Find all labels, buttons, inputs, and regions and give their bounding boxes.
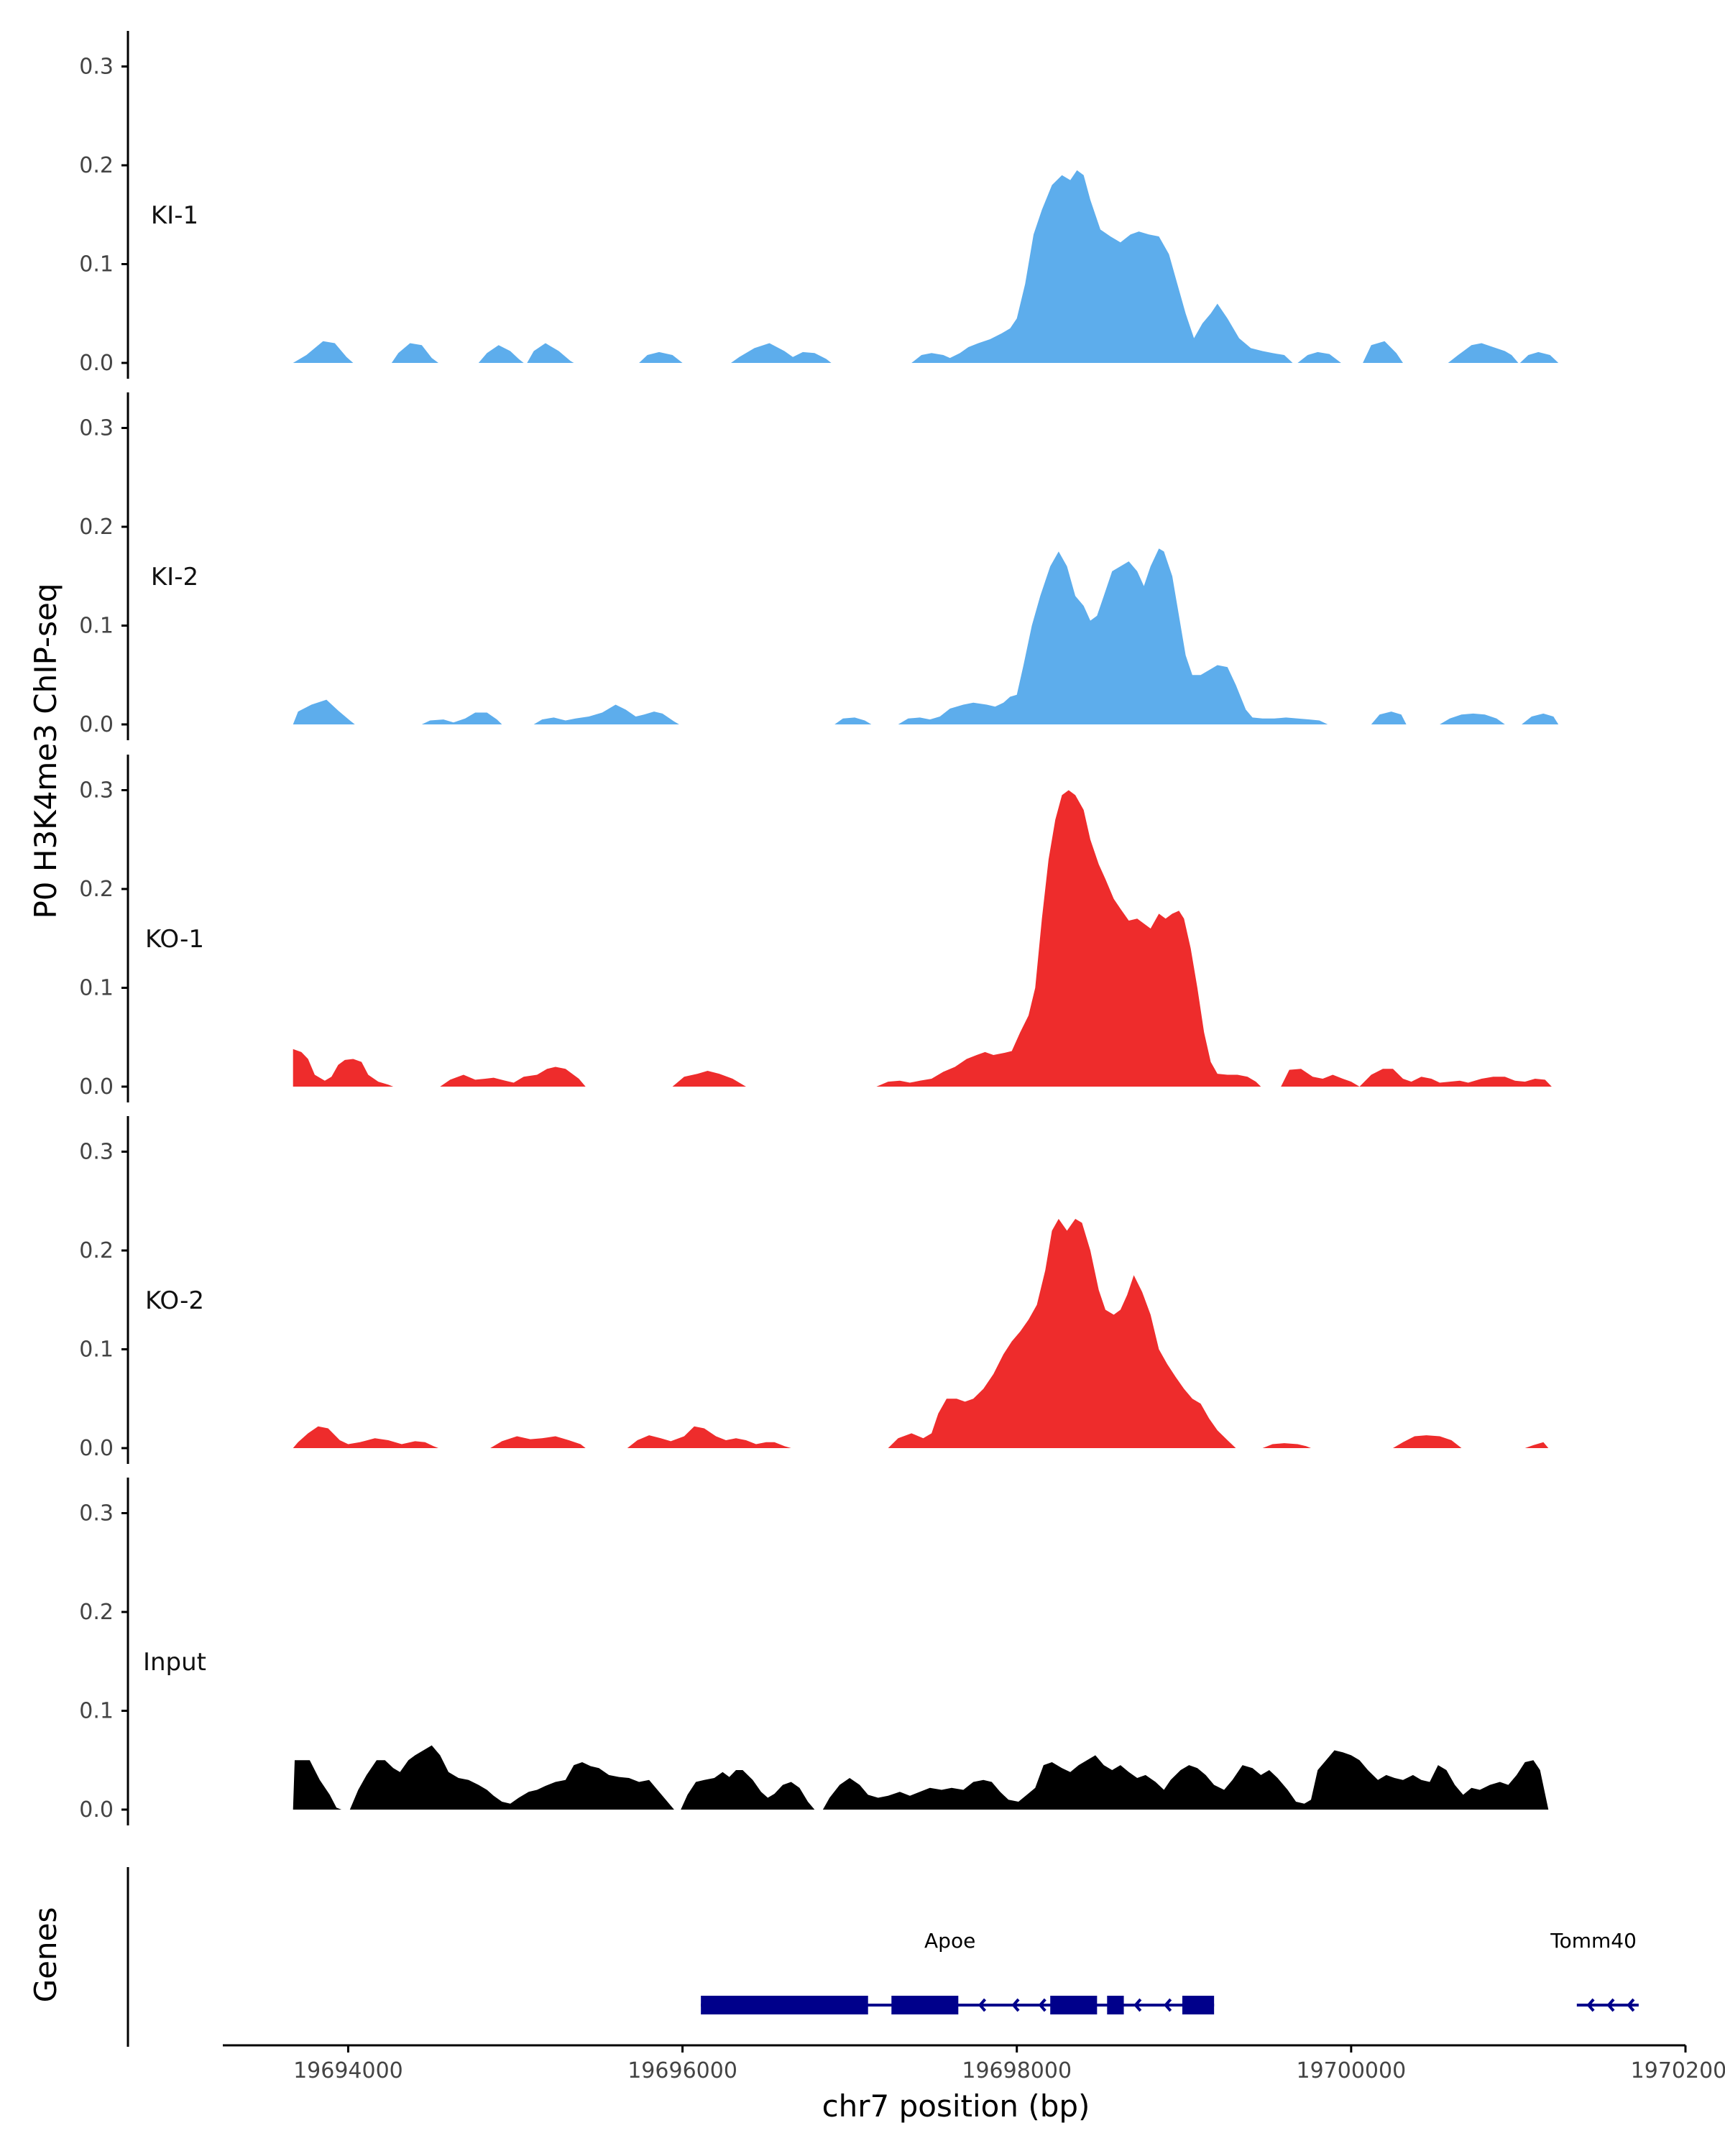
x-tick-label: 19698000 bbox=[962, 2058, 1072, 2083]
y-tick-label: 0.1 bbox=[79, 614, 114, 639]
gene-apoe: Apoe bbox=[701, 1929, 1215, 2014]
y-tick-label: 0.0 bbox=[79, 1436, 114, 1461]
y-tick-label: 0.1 bbox=[79, 1337, 114, 1363]
y-tick-label: 0.1 bbox=[79, 1699, 114, 1724]
x-tick-label: 19700000 bbox=[1297, 2058, 1407, 2083]
y-tick-label: 0.2 bbox=[79, 877, 114, 902]
track-ki-1: 0.0 0.1 0.2 0.3 KI-1 bbox=[79, 31, 1559, 379]
track-label: KO-1 bbox=[145, 925, 204, 954]
track-label: KO-2 bbox=[145, 1286, 204, 1315]
y-tick-label: 0.3 bbox=[79, 416, 114, 441]
track-panels: 0.00.10.20.3KI-10.00.10.20.3KI-20.00.10.… bbox=[79, 31, 1559, 1825]
y-tick-label: 0.2 bbox=[79, 1600, 114, 1625]
gene-exon bbox=[1050, 1996, 1098, 2014]
y-tick-label: 0.3 bbox=[79, 55, 114, 80]
gene-exon bbox=[1107, 1996, 1124, 2014]
track-input: 0.0 0.1 0.2 0.3 Input bbox=[79, 1478, 1549, 1825]
strand-arrow bbox=[978, 1998, 987, 2012]
strand-arrow bbox=[1038, 1998, 1046, 2012]
gene-exon bbox=[891, 1996, 959, 2014]
gene-label: Tomm40 bbox=[1550, 1929, 1637, 1953]
y-tick-label: 0.0 bbox=[79, 712, 114, 737]
x-tick-label: 19694000 bbox=[293, 2058, 403, 2083]
y-tick-label: 0.3 bbox=[79, 1501, 114, 1526]
y-tick-label: 0.2 bbox=[79, 515, 114, 540]
x-tick-label: 19702000 bbox=[1631, 2058, 1725, 2083]
y-tick-label: 0.1 bbox=[79, 976, 114, 1001]
y-tick-label: 0.0 bbox=[79, 1797, 114, 1823]
x-axis: 19694000 19696000 19698000 19700000 19702000 bbox=[223, 2044, 1725, 2083]
y-tick-label: 0.1 bbox=[79, 252, 114, 277]
gene-exon bbox=[1182, 1996, 1215, 2014]
y-axis-title: P0 H3K4me3 ChIP-seq bbox=[28, 583, 63, 918]
gene-exon bbox=[701, 1996, 868, 2014]
coverage-area-input bbox=[293, 1745, 1549, 1810]
track-ko-2: 0.0 0.1 0.2 0.3 KO-2 bbox=[79, 1116, 1549, 1464]
track-ko-1: 0.0 0.1 0.2 0.3 KO-1 bbox=[79, 755, 1552, 1102]
genes-panel: Apoe Tomm40 bbox=[126, 1867, 1639, 2047]
strand-arrow bbox=[1133, 1998, 1142, 2012]
strand-arrow bbox=[1606, 1998, 1615, 2012]
y-tick-label: 0.2 bbox=[79, 153, 114, 178]
x-tick-label: 19696000 bbox=[627, 2058, 737, 2083]
y-tick-label: 0.0 bbox=[79, 1074, 114, 1100]
gene-tomm40: Tomm40 bbox=[1550, 1929, 1639, 2012]
y-tick-label: 0.2 bbox=[79, 1238, 114, 1263]
strand-arrow bbox=[1627, 1998, 1635, 2012]
track-label: KI-2 bbox=[151, 563, 198, 591]
strand-arrow bbox=[1011, 1998, 1020, 2012]
y-tick-label: 0.3 bbox=[79, 1140, 114, 1165]
x-axis-title: chr7 position (bp) bbox=[822, 2088, 1090, 2124]
y-tick-label: 0.3 bbox=[79, 778, 114, 803]
track-label: Input bbox=[143, 1648, 206, 1677]
strand-arrow bbox=[1164, 1998, 1172, 2012]
strand-arrow bbox=[1586, 1998, 1595, 2012]
gene-label: Apoe bbox=[924, 1929, 975, 1953]
track-ki-2: 0.0 0.1 0.2 0.3 KI-2 bbox=[79, 392, 1559, 740]
track-label: KI-1 bbox=[151, 201, 198, 230]
genes-axis-title: Genes bbox=[28, 1907, 63, 2003]
y-tick-label: 0.0 bbox=[79, 351, 114, 376]
